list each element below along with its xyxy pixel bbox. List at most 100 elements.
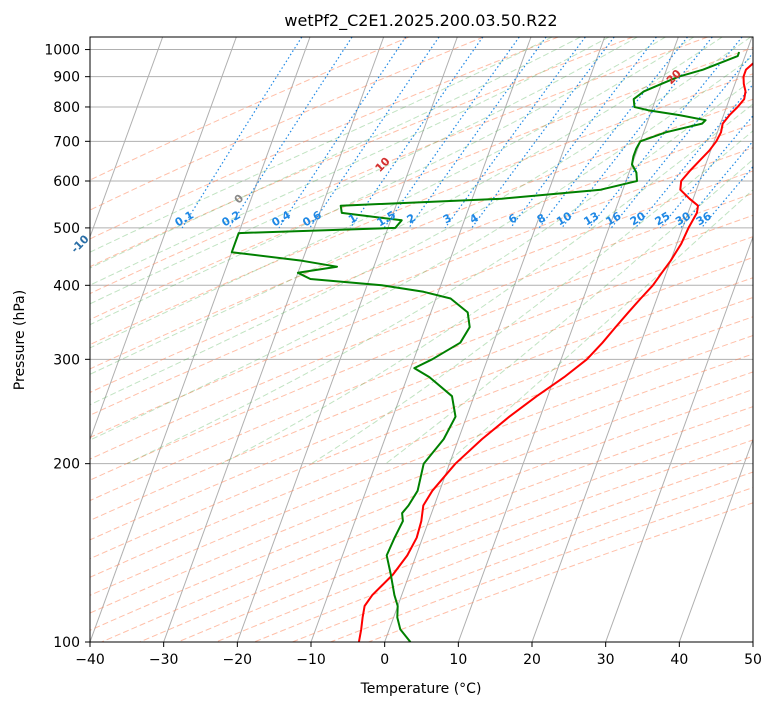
isotherm — [163, 37, 385, 642]
dry-adiabat — [90, 236, 753, 502]
dry-adiabat-label: 0 — [232, 192, 247, 207]
mixing-ratio-line — [680, 140, 753, 229]
mixing-ratio-line — [561, 37, 713, 229]
x-axis: −40 −30 −20 −10 0 10 20 30 40 50 — [75, 642, 762, 668]
isotherm — [457, 37, 679, 642]
mixing-ratio-label: 2 — [405, 211, 418, 226]
moist-adiabat — [90, 37, 751, 406]
y-tick-label: 100 — [53, 635, 80, 651]
y-tick-label: 200 — [53, 457, 80, 473]
plot-frame — [89, 36, 754, 643]
moist-adiabat — [90, 37, 638, 305]
y-tick-label: 700 — [53, 134, 80, 150]
isopleth-labels: 0.10.20.40.611.52346810131620253036-100-… — [68, 67, 714, 256]
x-tick-label: 0 — [380, 652, 389, 668]
dry-adiabat — [254, 455, 753, 642]
dry-adiabat — [90, 192, 753, 460]
x-tick-label: 40 — [670, 652, 688, 668]
moist-adiabat — [90, 37, 553, 253]
x-tick-label: −40 — [75, 652, 105, 668]
dry-adiabat — [90, 256, 753, 521]
isotherm — [90, 37, 164, 239]
dry-adiabat — [90, 147, 753, 416]
moist-adiabat — [90, 55, 753, 441]
moist-adiabat — [90, 37, 723, 375]
y-tick-label: 900 — [53, 70, 80, 86]
mixing-ratio-label: 1.5 — [375, 208, 398, 229]
mixing-ratio-line — [471, 37, 615, 229]
dry-adiabat — [215, 439, 753, 642]
isotherm — [90, 37, 311, 642]
moist-adiabats — [90, 37, 753, 465]
moist-adiabat — [221, 103, 753, 465]
dry-adiabat — [90, 37, 484, 211]
isotherm — [605, 235, 753, 642]
dry-adiabat — [90, 37, 559, 240]
chart-title: wetPf2_C2E1.2025.200.03.50.R22 — [284, 11, 557, 31]
moist-adiabat — [90, 37, 610, 286]
mixing-ratio-line — [444, 37, 586, 229]
dry-adiabat — [139, 406, 753, 642]
y-axis: 100 200 300 400 500 600 700 800 900 1000 — [44, 43, 90, 651]
temperature-line — [357, 62, 753, 642]
moist-adiabat — [445, 189, 753, 465]
dry-adiabat — [330, 487, 753, 642]
dry-adiabat — [90, 353, 753, 614]
mixing-ratio-label: 20 — [628, 209, 648, 228]
isotherm — [678, 437, 753, 642]
isotherm — [752, 640, 753, 642]
plot-area — [90, 37, 753, 642]
y-axis-label: Pressure (hPa) — [12, 290, 28, 390]
y-tick-label: 800 — [53, 100, 80, 116]
y-tick-label: 500 — [53, 221, 80, 237]
x-tick-label: 30 — [597, 652, 615, 668]
mixing-ratio-label: 10 — [554, 209, 574, 228]
isotherm — [384, 37, 606, 642]
y-tick-label: 600 — [53, 174, 80, 190]
x-tick-label: −20 — [223, 652, 253, 668]
x-tick-label: −30 — [149, 652, 179, 668]
profile-series — [230, 51, 753, 642]
dry-adiabat — [90, 37, 634, 268]
dry-adiabat — [90, 73, 753, 346]
pressure-gridlines — [90, 49, 753, 642]
mixing-ratio-line — [659, 114, 753, 229]
y-tick-label: 400 — [53, 278, 80, 294]
mixing-ratio-line — [610, 52, 753, 229]
y-tick-label: 300 — [53, 352, 80, 368]
mixing-ratio-line — [181, 37, 303, 229]
dewpoint-line — [230, 51, 741, 642]
mixing-ratio-line — [635, 83, 753, 229]
x-tick-label: 10 — [449, 652, 467, 668]
dry-adiabat — [90, 170, 753, 439]
mixing-ratio-line — [278, 37, 407, 229]
dry-adiabat — [90, 98, 753, 370]
mixing-ratio-line — [349, 37, 484, 229]
mixing-ratio-line — [228, 37, 353, 229]
moist-adiabat — [385, 158, 753, 465]
mixing-ratio-line — [408, 37, 547, 229]
x-tick-label: −10 — [296, 652, 326, 668]
x-axis-label: Temperature (°C) — [360, 681, 482, 697]
dry-adiabat-label: 10 — [373, 154, 393, 174]
mixing-ratio-line — [309, 37, 440, 229]
moist-adiabat — [126, 78, 753, 465]
mixing-ratio-label: 4 — [467, 211, 480, 226]
mixing-ratio-label: 3 — [441, 211, 454, 226]
dry-adiabat — [90, 296, 753, 560]
mixing-ratio-line — [383, 37, 520, 229]
dry-adiabat — [90, 37, 708, 295]
dry-adiabat — [90, 47, 753, 321]
y-tick-label: 1000 — [44, 43, 80, 59]
mixing-ratio-label: 16 — [604, 209, 624, 228]
moist-adiabat — [311, 130, 753, 465]
x-tick-label: 50 — [744, 652, 762, 668]
dry-adiabat — [292, 471, 753, 642]
isotherm — [531, 37, 753, 642]
moist-adiabat — [90, 37, 666, 326]
isotherm — [236, 37, 458, 642]
dry-adiabat — [90, 334, 753, 596]
mixing-ratio-label: 13 — [582, 209, 602, 228]
dry-adiabat — [101, 388, 753, 642]
